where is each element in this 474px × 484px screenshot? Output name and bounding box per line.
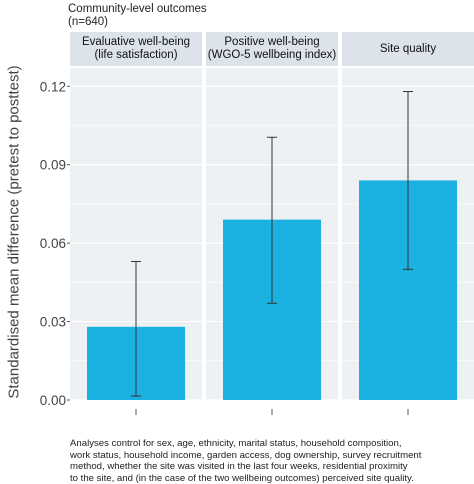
- y-tick-label: 0.00: [40, 393, 66, 408]
- panel-title-line1: Evaluative well-being: [81, 36, 191, 48]
- y-tick-label: 0.03: [40, 315, 66, 330]
- chart-plot: 0.00 0.03 0.06 0.09 0.12: [40, 68, 474, 415]
- panel-title-line2: (life satisfaction): [94, 49, 178, 61]
- panel-title-line1: Positive well-being: [224, 36, 320, 48]
- chart-title: Community-level outcomes: [68, 3, 207, 15]
- panel-title-line2: (WGO-5 wellbeing index): [207, 49, 337, 61]
- sample-size: (n=640): [68, 16, 108, 28]
- footnote: Analyses control for sex, age, ethnicity…: [70, 438, 470, 484]
- panel-strip-evaluative: Evaluative well-being (life satisfaction): [70, 32, 202, 66]
- footnote-line: method, whether the site was visited in …: [70, 461, 408, 473]
- panel-title-line1: Site quality: [379, 42, 437, 55]
- footnote-line: to the site, and (in the case of the two…: [70, 472, 414, 484]
- y-tick-label: 0.09: [40, 158, 66, 173]
- panel-strip-positive: Positive well-being (WGO-5 wellbeing inde…: [206, 32, 338, 66]
- y-tick-label: 0.12: [40, 79, 66, 94]
- y-tick-label: 0.06: [40, 236, 66, 251]
- panel-strip-site-quality: Site quality: [342, 32, 474, 66]
- footnote-line: Analyses control for sex, age, ethnicity…: [70, 438, 402, 449]
- footnote-line: work status, household income, garden ac…: [70, 449, 422, 461]
